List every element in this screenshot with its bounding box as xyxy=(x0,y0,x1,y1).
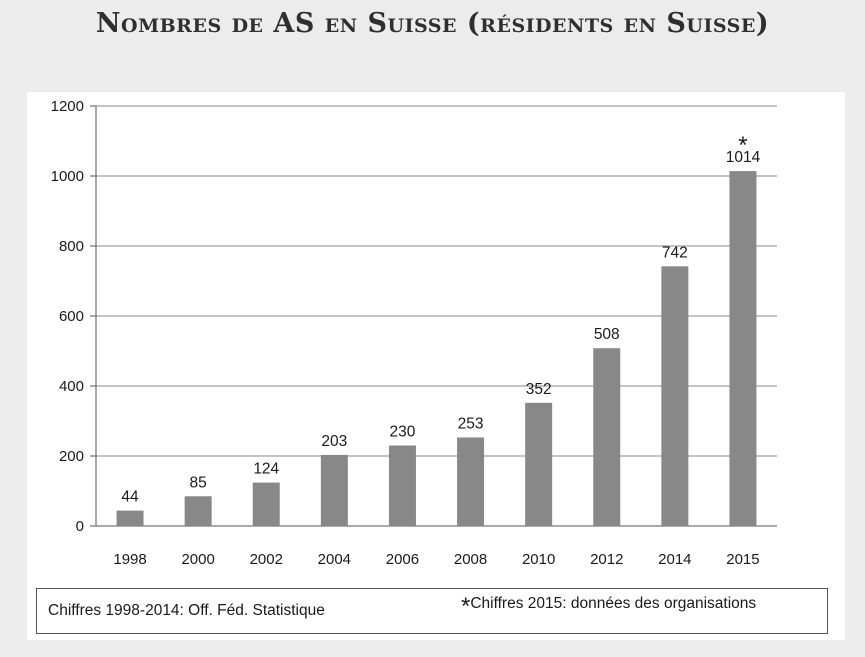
bar xyxy=(661,266,689,526)
chart-footer-notes: Chiffres 1998-2014: Off. Féd. Statistiqu… xyxy=(36,588,828,634)
x-tick-label: 2010 xyxy=(522,551,555,568)
page-title: Nombres de AS en Suisse (résidents en Su… xyxy=(95,8,770,39)
x-tick-label: 2002 xyxy=(250,551,283,568)
bar-chart: 0 200 400 600 800 1000 1200 44 1998 85 2000 124 2002… xyxy=(51,98,777,568)
bar xyxy=(388,445,416,526)
bar xyxy=(184,496,212,526)
x-tick-label: 2015 xyxy=(726,551,759,568)
bar xyxy=(525,402,553,526)
y-tick-label: 1000 xyxy=(51,168,84,185)
bar xyxy=(320,454,348,526)
y-tick-label: 200 xyxy=(59,448,84,465)
data-label: 352 xyxy=(526,381,552,398)
asterisk-annotation: * xyxy=(738,132,747,159)
y-tick-label: 600 xyxy=(59,308,84,325)
bar xyxy=(593,348,621,526)
bar xyxy=(116,510,144,526)
y-tick-label: 1200 xyxy=(51,98,84,115)
x-tick-label: 2000 xyxy=(181,551,214,568)
y-tick-label: 400 xyxy=(59,378,84,395)
data-label: 508 xyxy=(594,326,620,343)
bar xyxy=(729,171,757,526)
asterisk-marker: * xyxy=(461,593,471,620)
data-label: 124 xyxy=(253,461,279,478)
data-label: 230 xyxy=(390,424,416,441)
bar xyxy=(252,482,280,526)
x-tick-label: 2006 xyxy=(386,551,419,568)
chart-frame: 0 200 400 600 800 1000 1200 44 1998 85 2000 124 2002… xyxy=(27,92,845,640)
bar xyxy=(457,437,485,526)
source-note-right: *Chiffres 2015: données des organisation… xyxy=(461,593,756,621)
source-note-right-text: Chiffres 2015: données des organisations xyxy=(470,595,757,612)
data-label: 44 xyxy=(121,489,139,506)
y-tick-label: 800 xyxy=(59,238,84,255)
data-label: 742 xyxy=(662,244,688,261)
data-label: 253 xyxy=(458,415,484,432)
data-label: 1014 xyxy=(726,149,761,166)
source-note-left: Chiffres 1998-2014: Off. Féd. Statistiqu… xyxy=(48,602,325,619)
x-tick-label: 2012 xyxy=(590,551,623,568)
x-tick-label: 2008 xyxy=(454,551,487,568)
y-tick-label: 0 xyxy=(76,518,84,535)
x-tick-label: 2004 xyxy=(318,551,351,568)
x-tick-label: 1998 xyxy=(113,551,146,568)
x-tick-label: 2014 xyxy=(658,551,691,568)
data-label: 203 xyxy=(321,433,347,450)
data-label: 85 xyxy=(190,474,207,491)
